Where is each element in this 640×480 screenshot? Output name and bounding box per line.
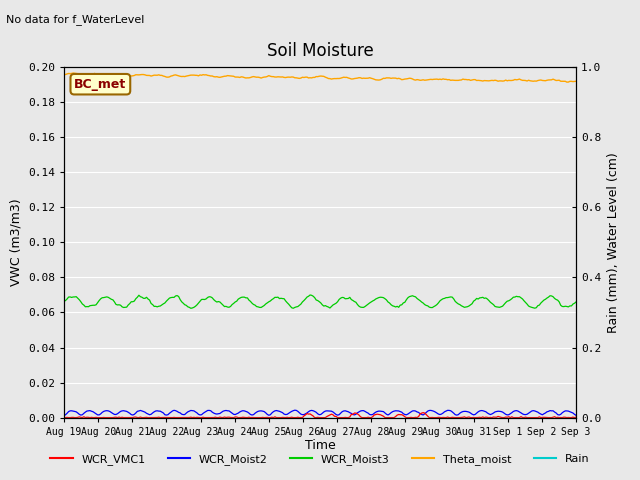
X-axis label: Time: Time [305,439,335,453]
Legend: WCR_VMC1, WCR_Moist2, WCR_Moist3, Theta_moist, Rain: WCR_VMC1, WCR_Moist2, WCR_Moist3, Theta_… [46,450,594,469]
Y-axis label: Rain (mm), Water Level (cm): Rain (mm), Water Level (cm) [607,152,620,333]
Title: Soil Moisture: Soil Moisture [267,42,373,60]
Text: No data for f_WaterLevel: No data for f_WaterLevel [6,14,145,25]
Y-axis label: VWC (m3/m3): VWC (m3/m3) [10,199,22,286]
Text: BC_met: BC_met [74,78,127,91]
